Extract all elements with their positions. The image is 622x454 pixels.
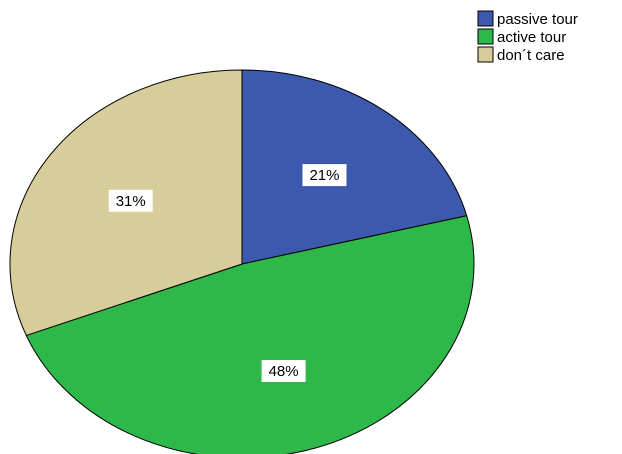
legend-item-passive-tour: passive tour (477, 10, 578, 28)
legend-label: active tour (497, 29, 566, 46)
legend-swatch (477, 10, 494, 27)
slice-label-background (261, 360, 306, 383)
slice-label-text: 31% (116, 193, 146, 210)
slice-label-don-t-care: 31% (108, 189, 153, 212)
slice-label-background (302, 164, 347, 187)
pie-slices (9, 69, 475, 454)
legend-swatch (477, 46, 494, 63)
slice-label-text: 48% (269, 363, 299, 380)
slice-label-active-tour: 48% (261, 360, 306, 383)
slice-label-background (108, 189, 153, 212)
slice-label-text: 21% (309, 167, 339, 184)
legend-label: passive tour (497, 11, 578, 28)
slice-labels: 21% 48% 31% (108, 164, 347, 383)
legend-item-active-tour: active tour (477, 28, 566, 46)
slice-label-passive-tour: 21% (302, 164, 347, 187)
legend-swatch (477, 28, 494, 45)
legend-label: don´t care (497, 47, 565, 64)
pie-slice-active-tour (25, 215, 475, 454)
pie-slice-passive-tour (241, 69, 468, 265)
legend-item-don-t-care: don´t care (477, 46, 565, 64)
